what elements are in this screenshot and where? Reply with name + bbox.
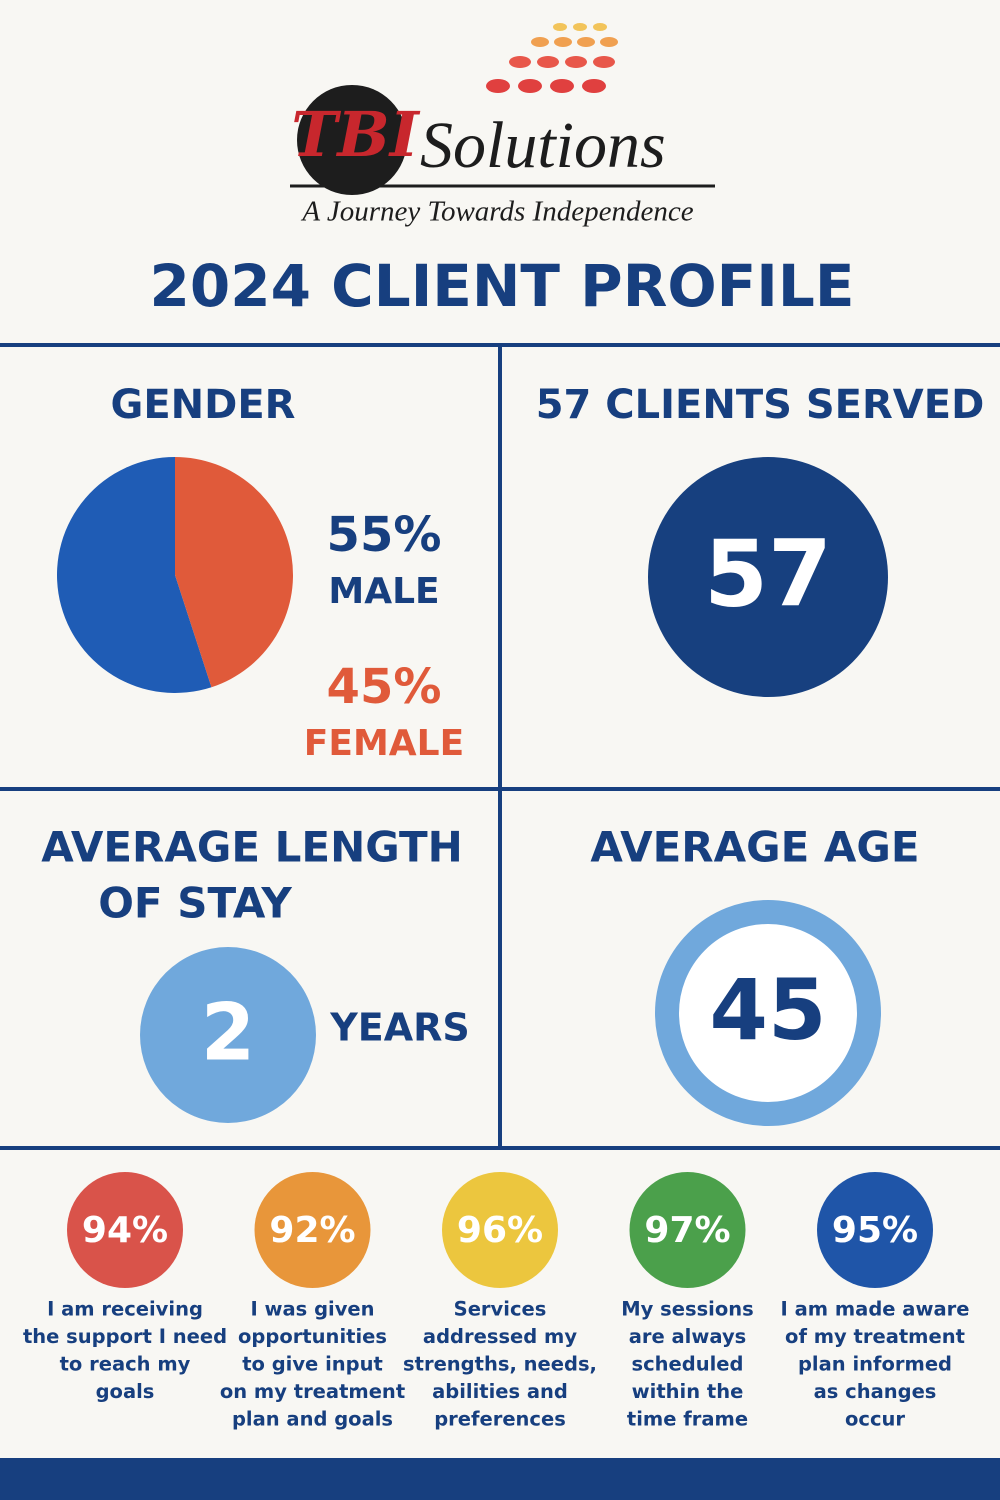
survey-text: to give input	[242, 1353, 383, 1376]
survey-circle	[254, 1172, 371, 1288]
survey-circle	[817, 1172, 933, 1288]
survey-value: 95%	[832, 1210, 918, 1251]
survey-text: strengths, needs,	[403, 1353, 597, 1376]
survey-text: on my treatment	[220, 1380, 405, 1403]
survey-text: preferences	[434, 1408, 566, 1431]
pie-slice-name: FEMALE	[304, 723, 464, 764]
stay-number: 2	[201, 988, 255, 1078]
survey-text: occur	[845, 1408, 905, 1431]
pie-slice	[175, 457, 293, 688]
pie-value-label: 45%	[327, 659, 442, 715]
grid-dividers	[0, 343, 1000, 1150]
pie	[56, 457, 293, 693]
survey-text: of my treatment	[785, 1325, 965, 1348]
age-title: AVERAGE AGE	[590, 823, 919, 872]
logo-tagline: A Journey Towards Independence	[300, 196, 693, 228]
logo-dots	[486, 23, 618, 93]
survey-text: are always	[629, 1325, 747, 1348]
survey: 94% I am receiving the support I need to re…	[23, 1172, 970, 1431]
survey-text: opportunities	[238, 1325, 387, 1348]
pie-labels: 55% MALE 45% FEMALE	[304, 507, 464, 764]
survey-text: My sessions	[621, 1298, 754, 1321]
survey-text: time frame	[627, 1408, 748, 1431]
logo-mark: TBI	[291, 98, 421, 171]
survey-value: 92%	[269, 1210, 355, 1251]
stay-circle	[140, 947, 316, 1123]
pie-slice	[56, 457, 212, 693]
survey-circle	[442, 1172, 558, 1288]
survey-text: I am receiving	[47, 1298, 203, 1321]
pie-value-label: 55%	[327, 507, 442, 563]
clients-circle	[648, 457, 888, 697]
gender-title: GENDER	[111, 382, 296, 428]
clients-number: 57	[704, 520, 832, 627]
survey-text: abilities and	[432, 1380, 568, 1403]
survey-text: I am made aware	[781, 1298, 970, 1321]
stay-unit: YEARS	[329, 1006, 470, 1050]
survey-text: the support I need	[23, 1325, 227, 1348]
survey-circle	[629, 1172, 746, 1288]
survey-text: Services	[454, 1298, 547, 1321]
survey-text: plan informed	[798, 1353, 952, 1376]
logo-name: Solutions	[420, 109, 666, 182]
pie-slice-name: MALE	[328, 571, 439, 612]
survey-text: addressed my	[423, 1325, 577, 1348]
clients-title: 57 CLIENTS SERVED	[536, 382, 985, 428]
survey-value: 94%	[82, 1210, 168, 1251]
survey-text: I was given	[250, 1298, 374, 1321]
survey-circle	[67, 1172, 183, 1288]
logo-circle	[297, 85, 407, 195]
footer-bar	[0, 1458, 1000, 1500]
stay-title: AVERAGE LENGTH	[41, 823, 463, 872]
page-title: 2024 CLIENT PROFILE	[150, 252, 855, 320]
age-ring	[655, 900, 881, 1126]
survey-text: goals	[96, 1380, 155, 1403]
survey-text: scheduled	[632, 1353, 744, 1376]
survey-text: as changes	[814, 1380, 937, 1403]
survey-value: 97%	[644, 1210, 730, 1251]
survey-value: 96%	[457, 1210, 543, 1251]
survey-text: to reach my	[60, 1353, 191, 1376]
age-number: 45	[710, 961, 827, 1059]
survey-text: plan and goals	[232, 1408, 393, 1431]
stay-title: OF STAY	[98, 879, 292, 928]
survey-text: within the	[632, 1380, 744, 1403]
